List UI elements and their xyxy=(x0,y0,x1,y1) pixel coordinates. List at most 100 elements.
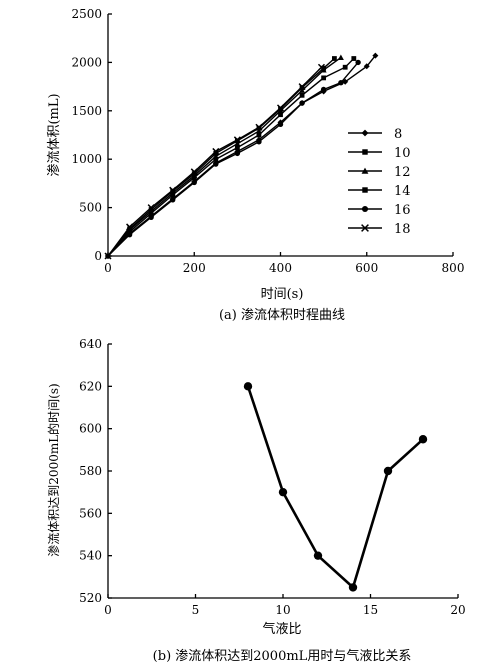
series-16 xyxy=(105,59,361,259)
chart-a-legend: 8 10 12 14 16 18 xyxy=(348,127,411,237)
chart-a-ticks: 0 500 1000 1500 2000 2500 0 200 400 600 800 xyxy=(71,7,464,275)
chart-b-ticks: 520 540 560 580 600 620 640 0 5 10 15 20 xyxy=(79,337,466,617)
series-12-point xyxy=(234,140,241,147)
chart-b-line xyxy=(246,385,424,590)
series-10-point xyxy=(213,156,219,162)
series-14-point xyxy=(127,226,132,232)
legend-marker xyxy=(362,149,368,155)
series-12-point xyxy=(299,87,306,93)
chart-b-point xyxy=(418,435,428,444)
series-14-point xyxy=(148,207,154,212)
series-16-point xyxy=(169,197,176,203)
chart-b-series xyxy=(243,382,428,592)
series-12-point xyxy=(255,128,262,134)
legend-marker xyxy=(361,167,369,174)
chart-b-x-tick-label: 0 xyxy=(104,603,112,617)
series-18-point xyxy=(147,204,155,212)
series-18-point xyxy=(233,136,241,144)
legend-item-14: 14 xyxy=(348,184,411,199)
chart-a-ylabel: 渗流体积(mL) xyxy=(47,93,62,176)
series-18-point xyxy=(104,252,112,260)
series-16-point xyxy=(126,232,133,238)
series-18-point xyxy=(190,168,198,176)
series-14-point xyxy=(213,150,219,156)
chart-b-x-tick-label: 5 xyxy=(192,603,200,617)
chart-b-y-tick-label: 520 xyxy=(79,591,102,605)
series-12-point xyxy=(212,153,219,159)
series-18-point xyxy=(212,147,220,155)
chart-b-y-tick-label: 580 xyxy=(79,464,102,478)
series-16-point xyxy=(355,59,361,66)
series-10-point xyxy=(342,64,348,70)
series-10-point xyxy=(321,75,327,81)
series-16-point xyxy=(320,86,327,93)
chart-b-y-tick-label: 640 xyxy=(79,337,102,351)
chart-a-x-tick-label: 800 xyxy=(442,261,465,275)
chart-a: 0 500 1000 1500 2000 2500 0 200 400 600 800 8 10 12 1… xyxy=(47,7,464,323)
chart-b-xlabel: 气液比 xyxy=(262,621,301,637)
chart-a-x-tick-label: 0 xyxy=(104,261,112,275)
legend-marker xyxy=(361,129,369,137)
chart-a-y-tick-label: 500 xyxy=(79,201,102,215)
series-18-point xyxy=(276,104,285,112)
legend-label: 10 xyxy=(394,146,411,161)
chart-b-point xyxy=(243,382,253,391)
series-8-line xyxy=(107,55,376,257)
chart-a-y-tick-label: 2500 xyxy=(71,7,102,21)
series-18-point xyxy=(169,186,177,194)
series-16-point xyxy=(338,80,344,86)
series-14-point xyxy=(321,65,327,71)
chart-b-point xyxy=(313,551,323,560)
legend-item-12: 12 xyxy=(348,165,411,180)
series-14-point xyxy=(332,56,337,61)
series-16-point xyxy=(213,161,219,167)
chart-b: 520 540 560 580 600 620 640 0 5 10 15 20 气液比 渗流体积达到… xyxy=(46,337,466,664)
chart-a-y-tick-label: 0 xyxy=(94,249,102,263)
chart-b-x-tick-label: 10 xyxy=(275,603,290,617)
series-18-point xyxy=(298,83,306,91)
series-8-point xyxy=(363,63,370,70)
series-12-line xyxy=(107,57,342,257)
series-14-point xyxy=(191,171,197,177)
series-18-point xyxy=(317,63,325,71)
chart-a-y-tick-label: 1000 xyxy=(71,152,102,166)
series-12-point xyxy=(337,54,344,60)
chart-b-x-tick-label: 15 xyxy=(363,603,378,617)
series-12 xyxy=(105,54,344,259)
chart-b-point xyxy=(278,487,288,497)
series-14-line xyxy=(107,57,335,257)
legend-label: 8 xyxy=(394,127,402,142)
legend-label: 18 xyxy=(394,222,411,237)
legend-item-16: 16 xyxy=(348,203,411,218)
chart-b-axes xyxy=(107,344,458,599)
chart-b-caption: (b) 渗流体积达到2000mL用时与气液比关系 xyxy=(153,648,412,664)
chart-b-point xyxy=(348,583,358,592)
chart-a-x-tick-label: 200 xyxy=(183,261,206,275)
series-16-point xyxy=(256,139,262,145)
chart-a-y-tick-label: 2000 xyxy=(71,55,102,69)
chart-b-x-tick-label: 20 xyxy=(450,603,465,617)
legend-marker xyxy=(361,224,369,232)
series-16-point xyxy=(234,150,241,157)
chart-b-ylabel: 渗流体积达到2000mL的时间(s) xyxy=(46,383,61,556)
series-10-point xyxy=(351,56,357,61)
series-18 xyxy=(104,63,325,260)
series-10-point xyxy=(299,92,305,98)
legend-item-18: 18 xyxy=(348,222,411,237)
series-10-point xyxy=(256,132,262,138)
chart-a-caption: (a) 渗流体积时程曲线 xyxy=(219,308,345,323)
legend-label: 12 xyxy=(394,165,411,180)
legend-marker xyxy=(362,187,368,193)
chart-b-point xyxy=(383,466,393,476)
series-16-point xyxy=(299,100,305,106)
legend-label: 16 xyxy=(394,203,411,218)
legend-item-8: 8 xyxy=(348,127,402,142)
series-10-point xyxy=(234,145,240,150)
chart-b-y-tick-label: 620 xyxy=(79,379,102,393)
series-10-point xyxy=(278,112,283,118)
chart-b-y-tick-label: 540 xyxy=(79,549,102,563)
series-8-point xyxy=(372,52,379,59)
chart-a-y-tick-label: 1500 xyxy=(71,104,102,118)
